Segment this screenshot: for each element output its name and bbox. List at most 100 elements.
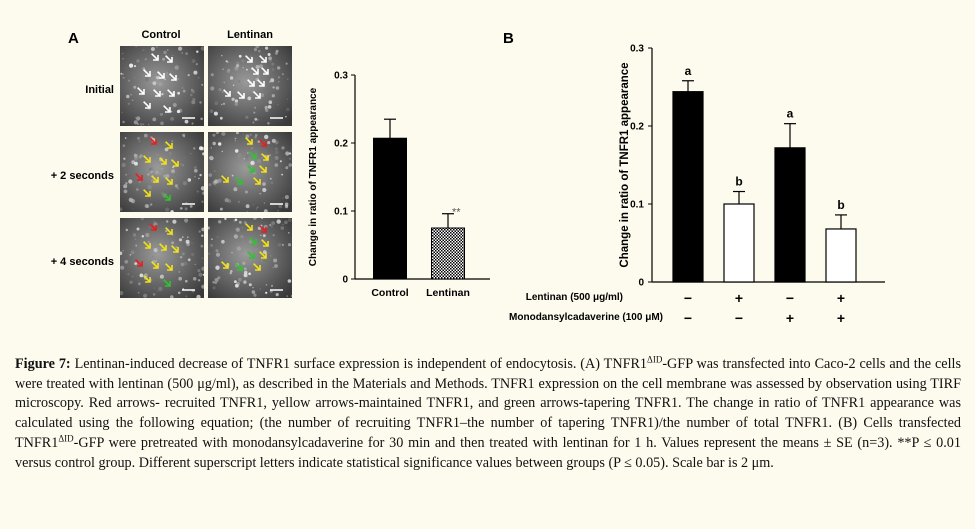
- arrow-maintained: [165, 141, 173, 149]
- arrow-initial: [253, 91, 261, 99]
- y-tick-label: 0.1: [334, 207, 348, 218]
- arrow-maintained: [171, 245, 179, 253]
- arrow-initial: [167, 89, 175, 97]
- y-tick-label: 0.2: [334, 139, 348, 150]
- arrow-maintained: [253, 263, 261, 271]
- y-tick-label: 0.3: [630, 44, 644, 55]
- arrow-maintained: [261, 153, 269, 161]
- row-label-initial: Initial: [85, 84, 114, 96]
- arrow-maintained: [159, 157, 167, 165]
- row-label-4s: + 4 seconds: [50, 256, 114, 268]
- column-label-lentinan: Lentinan: [227, 29, 273, 41]
- arrow-initial: [137, 87, 145, 95]
- arrow-initial: [163, 105, 171, 113]
- arrow-maintained: [143, 155, 151, 163]
- figure-caption: Figure 7: Lentinan-induced decrease of T…: [15, 355, 961, 473]
- y-tick-label: 0: [342, 275, 348, 286]
- arrow-maintained: [221, 175, 229, 183]
- y-tick-label: 0.2: [630, 122, 644, 133]
- arrow-maintained: [143, 241, 151, 249]
- column-label-control: Control: [141, 29, 181, 41]
- significance-letter: b: [735, 175, 742, 189]
- treatment-mark: +: [837, 290, 845, 306]
- y-axis-label: Change in ratio of TNFR1 appearance: [308, 87, 319, 266]
- arrow-maintained: [165, 263, 173, 271]
- category-label: Control: [371, 287, 408, 299]
- micrograph-lentinan-initial: [208, 46, 292, 126]
- arrow-maintained: [143, 189, 151, 197]
- micrograph-control-initial: [120, 46, 204, 126]
- treatment-mark: −: [684, 310, 692, 326]
- arrow-maintained: [143, 275, 151, 283]
- arrow-initial: [259, 55, 267, 63]
- arrow-tapering: [249, 237, 257, 245]
- caption-text-2: -GFP was transfected into Caco-2 cells a…: [15, 356, 962, 451]
- arrow-maintained: [159, 243, 167, 251]
- caption-text-1: Lentinan-induced decrease of TNFR1 surfa…: [70, 356, 648, 372]
- arrow-tapering: [163, 193, 171, 201]
- arrow-initial: [223, 89, 231, 97]
- panel-a-letter: A: [68, 30, 79, 47]
- micrograph-lentinan-2s: [208, 132, 292, 212]
- treatment-label: Monodansylcadaverine (100 μM): [509, 312, 663, 323]
- arrow-maintained: [151, 261, 159, 269]
- arrow-maintained: [259, 165, 267, 173]
- arrow-recruited: [259, 225, 267, 233]
- chart-panel-a: 0 0.1 0.2 0.3 Change in ratio of TNFR1 appea…: [308, 71, 490, 299]
- caption-label: Figure 7:: [15, 356, 71, 372]
- y-axis-label: Change in ratio of TNFR1 appearance: [619, 62, 631, 267]
- significance-letter: a: [685, 64, 692, 78]
- micrograph-lentinan-4s: [208, 218, 292, 298]
- arrow-initial: [251, 67, 259, 75]
- significance-letter: b: [837, 198, 844, 212]
- treatment-mark: −: [735, 310, 743, 326]
- arrow-initial: [257, 79, 265, 87]
- arrow-initial: [151, 53, 159, 61]
- y-tick-label: 0: [638, 278, 644, 289]
- arrow-initial: [247, 79, 255, 87]
- arrow-tapering: [247, 251, 255, 259]
- arrow-initial: [169, 73, 177, 81]
- treatment-mark: −: [786, 290, 794, 306]
- arrow-maintained: [245, 223, 253, 231]
- treatment-mark: −: [684, 290, 692, 306]
- significance-mark: **: [452, 207, 461, 219]
- y-tick-label: 0.1: [630, 200, 644, 211]
- chart-panel-b: 0 0.1 0.2 0.3 Change in ratio of TNFR1 appea…: [509, 44, 885, 326]
- bar-lentinan: [431, 227, 465, 280]
- arrow-recruited: [135, 259, 143, 267]
- arrow-recruited: [259, 139, 267, 147]
- treatment-mark: +: [786, 310, 794, 326]
- arrow-initial: [245, 55, 253, 63]
- arrow-maintained: [165, 227, 173, 235]
- significance-letter: a: [787, 107, 794, 121]
- category-label: Lentinan: [426, 287, 470, 299]
- arrow-tapering: [163, 279, 171, 287]
- treatment-label: Lentinan (500 μg/ml): [526, 292, 623, 303]
- arrow-recruited: [149, 137, 157, 145]
- arrow-tapering: [249, 151, 257, 159]
- treatment-mark: +: [837, 310, 845, 326]
- y-tick-label: 0.3: [334, 71, 348, 82]
- arrow-tapering: [247, 165, 255, 173]
- arrow-recruited: [135, 173, 143, 181]
- arrow-maintained: [253, 177, 261, 185]
- arrow-recruited: [149, 223, 157, 231]
- arrow-initial: [165, 55, 173, 63]
- arrow-initial: [153, 89, 161, 97]
- micrograph-control-2s: [120, 132, 204, 212]
- bar-group-3: [774, 147, 806, 283]
- arrow-tapering: [235, 177, 243, 185]
- arrow-initial: [143, 69, 151, 77]
- arrow-maintained: [259, 251, 267, 259]
- arrow-maintained: [165, 177, 173, 185]
- micrograph-control-4s: [120, 218, 204, 298]
- arrow-maintained: [245, 137, 253, 145]
- treatment-mark: +: [735, 290, 743, 306]
- arrow-initial: [157, 71, 165, 79]
- arrow-maintained: [261, 239, 269, 247]
- caption-text-3: -GFP were pretreated with monodansylcada…: [15, 434, 961, 471]
- caption-sup-1: ΔID: [647, 354, 663, 365]
- panel-b-letter: B: [503, 30, 514, 47]
